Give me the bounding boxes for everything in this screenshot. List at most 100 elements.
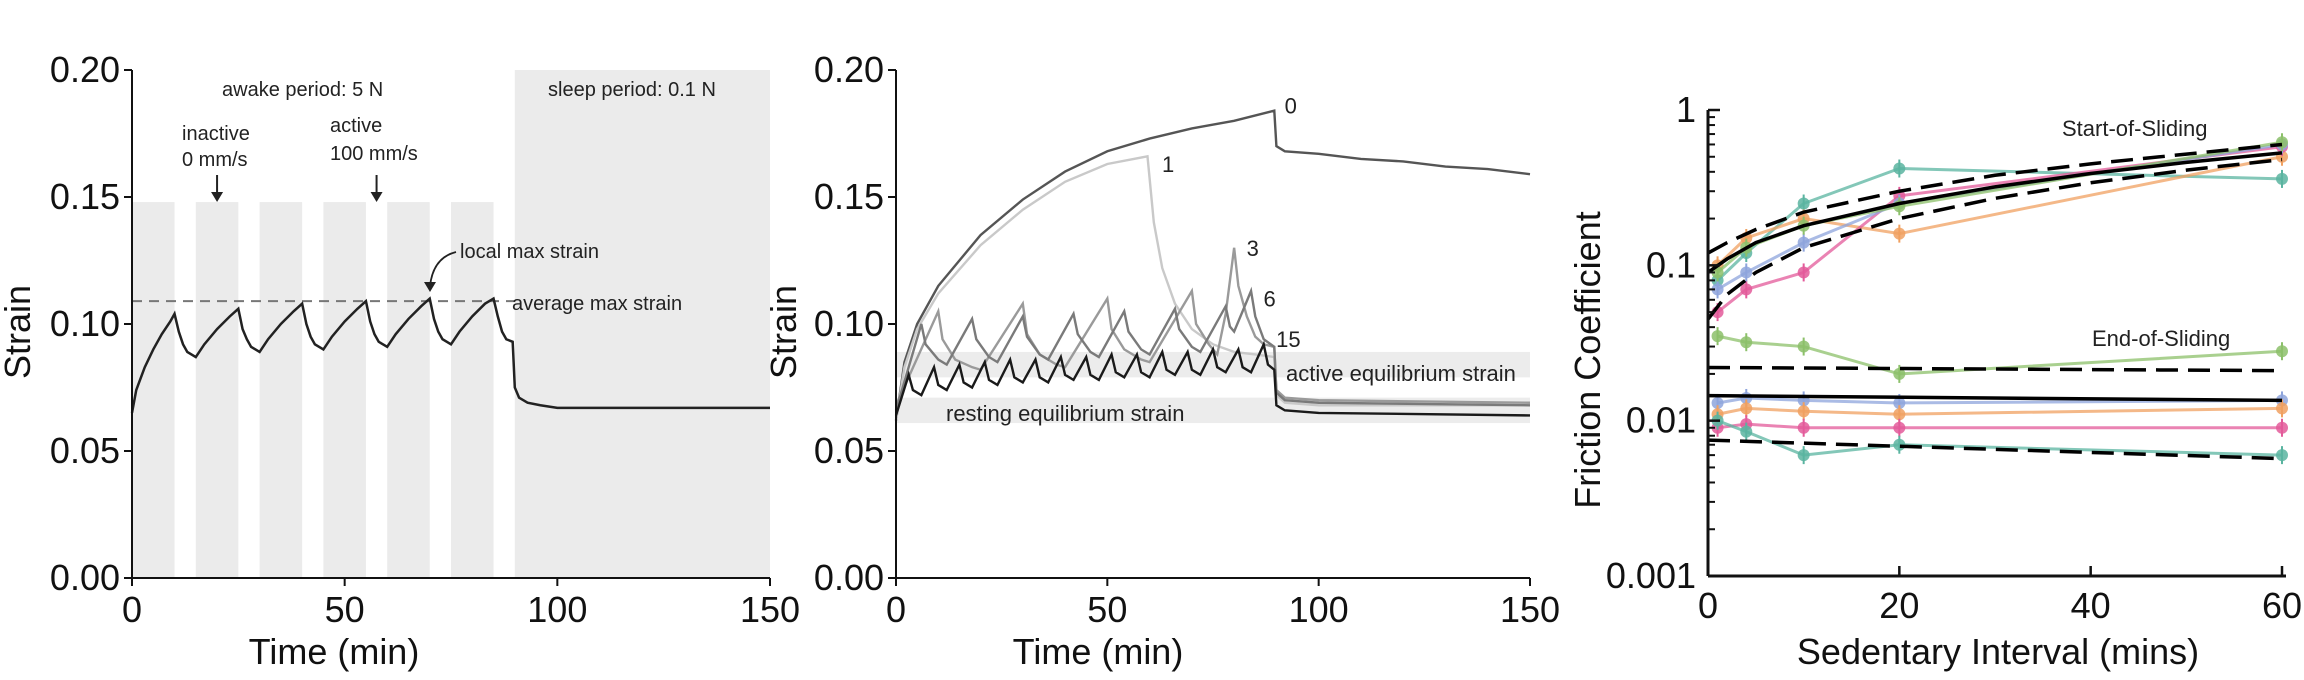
y-tick-label: 0.10 bbox=[50, 303, 120, 344]
active-band bbox=[132, 202, 175, 578]
active-band bbox=[323, 202, 366, 578]
y-axis-label: Friction Coefficient bbox=[1567, 211, 1608, 508]
series-label: 6 bbox=[1263, 287, 1275, 312]
data-point bbox=[1797, 266, 1810, 279]
annotation-inactive-speed: 0 mm/s bbox=[182, 149, 248, 171]
data-point bbox=[1740, 402, 1753, 415]
annotation-awake-period: awake period: 5 N bbox=[222, 79, 383, 101]
active-band bbox=[195, 202, 239, 578]
local-max-pointer-head bbox=[424, 282, 436, 292]
y-tick-label: 0.15 bbox=[814, 176, 884, 217]
series-label: 0 bbox=[1285, 94, 1297, 119]
annotation-inactive: inactive bbox=[182, 123, 250, 145]
series-label: 1 bbox=[1162, 152, 1174, 177]
x-tick-label: 100 bbox=[527, 589, 587, 630]
data-point bbox=[1797, 236, 1810, 249]
annotation-resting-equilibrium-strain: resting equilibrium strain bbox=[946, 401, 1184, 426]
data-point bbox=[2276, 345, 2288, 358]
chart-friction-coefficient: 0.001 0.01 0.1 1 0 20 40 60 Friction Coefficien… bbox=[1567, 89, 2302, 672]
annotation-end-of-sliding: End-of-Sliding bbox=[2092, 326, 2230, 351]
active-band bbox=[259, 202, 303, 578]
data-point bbox=[1740, 266, 1753, 279]
series-label: 3 bbox=[1247, 236, 1259, 261]
active-band bbox=[451, 202, 494, 578]
y-axis-label: Strain bbox=[763, 285, 804, 379]
x-axis-label: Time (min) bbox=[249, 631, 420, 672]
annotation-local-max-strain: local max strain bbox=[460, 241, 599, 263]
data-point bbox=[1711, 396, 1724, 409]
active-arrow-head bbox=[370, 192, 383, 202]
x-tick-label: 50 bbox=[1087, 589, 1127, 630]
x-tick-label: 0 bbox=[886, 589, 906, 630]
data-point bbox=[1711, 330, 1724, 343]
data-point bbox=[1740, 425, 1753, 438]
data-point bbox=[1797, 197, 1810, 210]
annotation-active-equilibrium-strain: active equilibrium strain bbox=[1286, 361, 1516, 386]
chart-strain-awake-sleep: 0 50 100 150 0.00 0.05 0.10 0.15 0.20 Strain Tim… bbox=[0, 49, 800, 672]
data-point bbox=[1893, 367, 1906, 380]
x-tick-label: 0 bbox=[1698, 585, 1718, 626]
annotation-active: active bbox=[330, 115, 382, 137]
x-axis-label: Time (min) bbox=[1013, 631, 1184, 672]
data-point bbox=[1797, 405, 1810, 418]
y-axis-label: Strain bbox=[0, 285, 38, 379]
data-point bbox=[1797, 340, 1810, 353]
annotation-sleep-period: sleep period: 0.1 N bbox=[548, 79, 716, 101]
data-point bbox=[1893, 408, 1906, 421]
data-point bbox=[1893, 227, 1906, 240]
x-tick-label: 100 bbox=[1289, 589, 1349, 630]
data-point bbox=[1893, 396, 1906, 409]
interval-series-line bbox=[894, 286, 1531, 411]
y-tick-label: 0.1 bbox=[1646, 244, 1696, 285]
inactive-arrow-head bbox=[211, 192, 224, 202]
period-bands bbox=[132, 70, 770, 578]
x-tick-label: 60 bbox=[2262, 585, 2302, 626]
data-point bbox=[1893, 162, 1906, 175]
fit-line bbox=[1706, 157, 2283, 321]
strain-series-line bbox=[130, 296, 770, 414]
annotation-active-speed: 100 mm/s bbox=[330, 143, 418, 165]
series-label: 15 bbox=[1276, 327, 1300, 352]
data-point bbox=[1797, 421, 1810, 434]
y-tick-label: 0.05 bbox=[50, 430, 120, 471]
fit-line bbox=[1707, 142, 2283, 255]
x-tick-label: 50 bbox=[325, 589, 365, 630]
data-point bbox=[2276, 172, 2288, 185]
data-point bbox=[1740, 336, 1753, 349]
y-tick-label: 0.01 bbox=[1626, 400, 1696, 441]
data-point bbox=[1893, 421, 1906, 434]
y-tick-label: 0.20 bbox=[50, 49, 120, 90]
x-tick-label: 20 bbox=[1879, 585, 1919, 626]
chart-strain-intervals: 0 1 3 615 0 50 100 150 0.00 0.05 0.10 0.15 0.20 Str… bbox=[763, 49, 1560, 672]
y-tick-label: 0.05 bbox=[814, 430, 884, 471]
x-tick-label: 40 bbox=[2071, 585, 2111, 626]
data-point bbox=[2276, 421, 2288, 434]
x-tick-label: 0 bbox=[122, 589, 142, 630]
y-tick-label: 0.15 bbox=[50, 176, 120, 217]
y-tick-label: 0.001 bbox=[1606, 555, 1696, 596]
plot-area bbox=[1706, 133, 2288, 465]
fit-line bbox=[1707, 438, 2283, 461]
y-tick-label: 0.00 bbox=[814, 557, 884, 598]
y-tick-label: 0.00 bbox=[50, 557, 120, 598]
y-tick-label: 0.20 bbox=[814, 49, 884, 90]
data-point bbox=[1740, 283, 1753, 296]
fit-line bbox=[1707, 393, 2283, 403]
x-axis-label: Sedentary Interval (mins) bbox=[1797, 631, 2199, 672]
y-tick-label: 0.10 bbox=[814, 303, 884, 344]
y-tick-label: 1 bbox=[1676, 89, 1696, 130]
data-point bbox=[2276, 449, 2288, 462]
interval-series-line bbox=[894, 340, 1531, 417]
data-point bbox=[1711, 283, 1724, 296]
plot-area: 0 1 3 615 bbox=[894, 94, 1531, 421]
x-tick-label: 150 bbox=[740, 589, 800, 630]
local-max-pointer bbox=[429, 251, 457, 287]
data-point bbox=[1797, 449, 1810, 462]
annotation-start-of-sliding: Start-of-Sliding bbox=[2062, 116, 2208, 141]
sleep-band bbox=[514, 70, 770, 578]
axes: 0 50 100 150 0.00 0.05 0.10 0.15 0.20 bbox=[50, 49, 800, 630]
fit-line bbox=[1706, 151, 2283, 274]
annotation-average-max-strain: average max strain bbox=[512, 293, 682, 315]
